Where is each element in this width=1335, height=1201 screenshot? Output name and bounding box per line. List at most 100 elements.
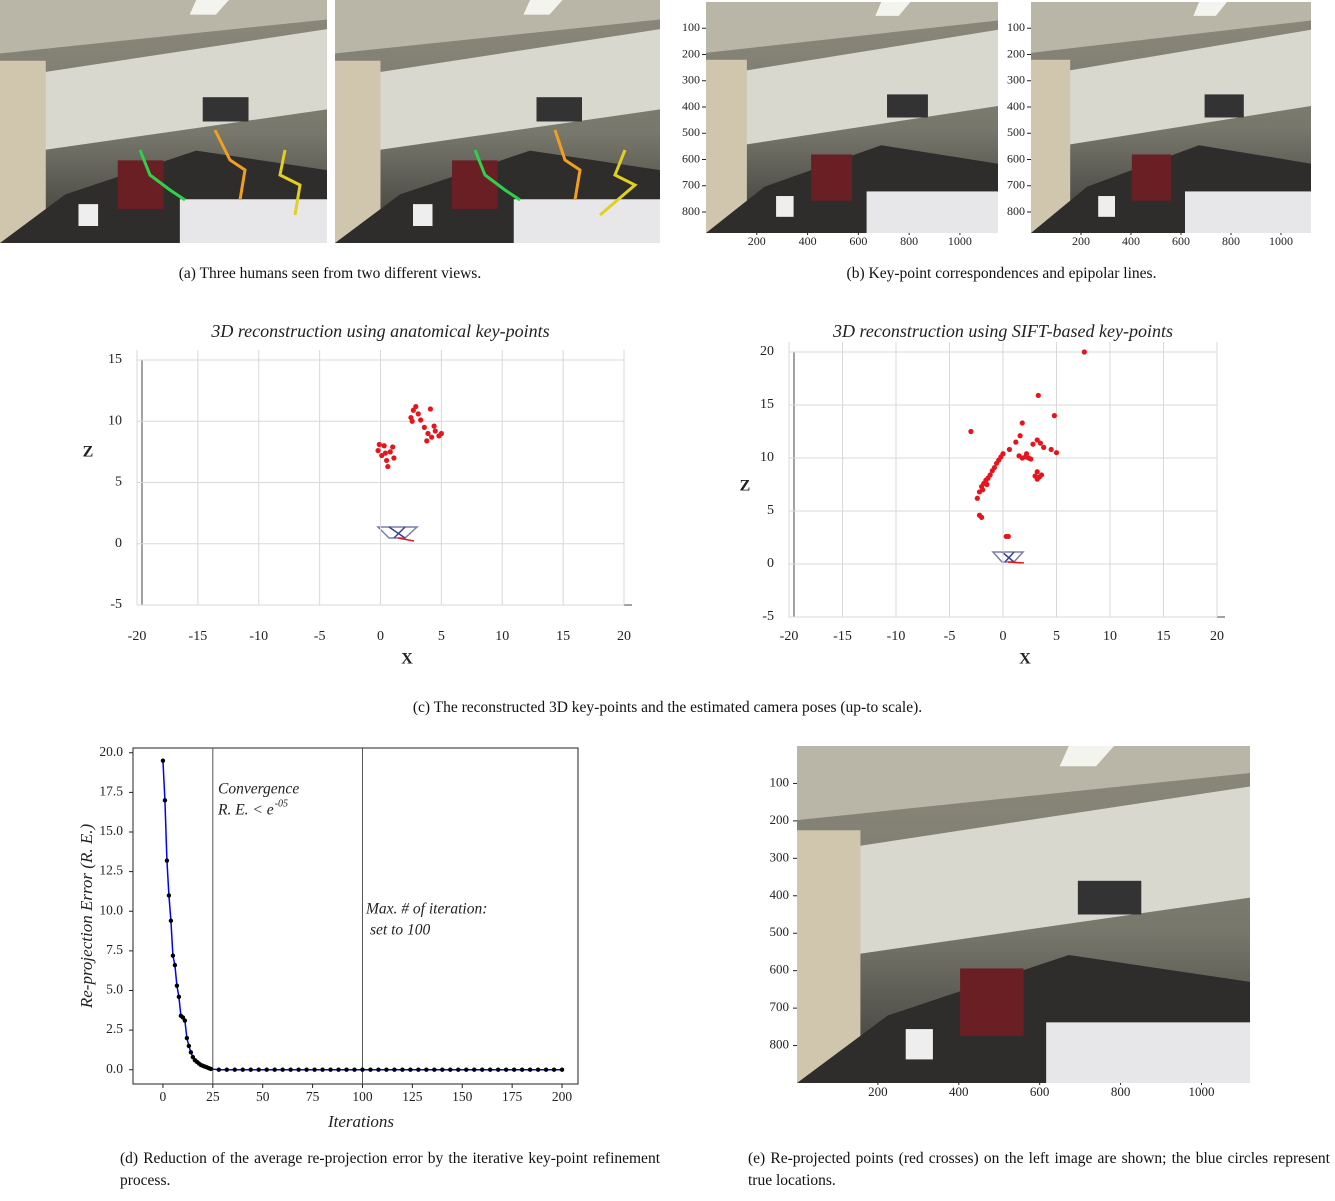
point [432,428,438,434]
point [375,448,381,454]
y-tick-label: 400 [770,887,790,902]
marker [170,953,176,958]
point [1000,451,1006,457]
y-tick-label: 20.0 [99,744,123,759]
marker [352,1067,357,1072]
point [415,411,421,417]
y-tick-label: 5 [115,475,122,490]
y-tick-label: 5.0 [106,982,123,997]
marker [248,1067,253,1072]
y-tick-label: 200 [682,46,700,60]
y-tick-label: 100 [770,774,790,789]
y-tick-label: 10 [760,450,774,465]
photo [797,746,1250,1083]
marker [456,1067,461,1072]
y-tick-label: 800 [1007,204,1025,218]
point [413,403,419,410]
y-tick-label: 17.5 [99,783,123,798]
point [1023,451,1030,457]
marker [186,1043,192,1049]
x-tick-label: -15 [189,629,208,644]
x-tick-label: 10 [1103,629,1117,644]
point [979,514,985,520]
marker [224,1067,229,1072]
y-tick-label: 200 [1007,46,1025,60]
marker [551,1067,557,1072]
annotation: R. E. < e [217,802,274,819]
point [429,434,435,440]
marker [487,1067,493,1072]
caption-e: (e) Re-projected points (red crosses) on… [748,1150,1330,1189]
x-tick-label: 400 [799,234,817,248]
point [418,417,424,423]
x-tick-label: 200 [1072,234,1090,248]
x-axis-label: X [401,651,413,668]
x-tick-label: 100 [352,1089,373,1104]
marker [392,1067,397,1072]
point [1048,446,1054,453]
point [410,407,416,413]
point [387,449,393,455]
y-tick-label: 7.5 [106,942,123,957]
point [425,430,431,437]
x-tick-label: 150 [452,1089,473,1104]
point [385,463,391,470]
marker [272,1067,277,1072]
y-tick-label: 15.0 [99,823,123,838]
annotation: Convergence [218,781,299,798]
marker [472,1067,477,1072]
x-tick-label: 800 [1222,234,1240,248]
marker [182,1018,188,1023]
marker [360,1067,365,1072]
x-tick-label: 5 [1053,629,1060,644]
x-tick-label: 600 [849,234,867,248]
y-tick-label: 300 [1007,73,1025,87]
y-tick-label: 10.0 [99,902,123,917]
marker [368,1067,373,1072]
marker [432,1067,437,1072]
x-tick-label: 800 [1111,1084,1131,1099]
marker [312,1067,317,1072]
x-tick-label: -10 [887,629,906,644]
point [980,487,986,493]
photo-left-view [0,0,327,243]
marker [320,1067,325,1072]
marker [543,1067,549,1072]
y-tick-label: 10 [108,413,122,428]
caption-c: (c) The reconstructed 3D key-points and … [412,699,923,716]
marker [288,1067,293,1072]
x-tick-label: 125 [402,1089,423,1104]
point [1006,446,1013,453]
marker [527,1067,533,1072]
point [987,472,993,478]
marker [296,1067,301,1072]
y-tick-label: 400 [682,99,700,113]
point [991,464,998,471]
x-tick-label: -20 [128,629,147,644]
point [409,418,415,424]
point [1017,433,1023,439]
x-tick-label: -5 [944,629,956,644]
point [1038,472,1045,478]
point [1041,444,1047,450]
marker [424,1067,429,1072]
skeleton-overlay [138,129,638,217]
marker [168,918,174,923]
camera-pose-right [991,551,1025,564]
x-tick-label: 1000 [1269,234,1293,248]
x-tick-label: 600 [1172,234,1190,248]
marker [559,1067,565,1072]
x-tick-label: -20 [780,629,799,644]
x-tick-label: 20 [617,629,631,644]
x-tick-label: 5 [438,629,445,644]
point [1034,437,1040,443]
marker [384,1067,389,1072]
marker [344,1067,349,1072]
marker [408,1067,413,1072]
y-tick-label: 0 [115,536,122,551]
x-tick-label: 50 [256,1089,270,1104]
marker [166,893,172,898]
point [1051,413,1057,419]
marker [519,1067,525,1072]
